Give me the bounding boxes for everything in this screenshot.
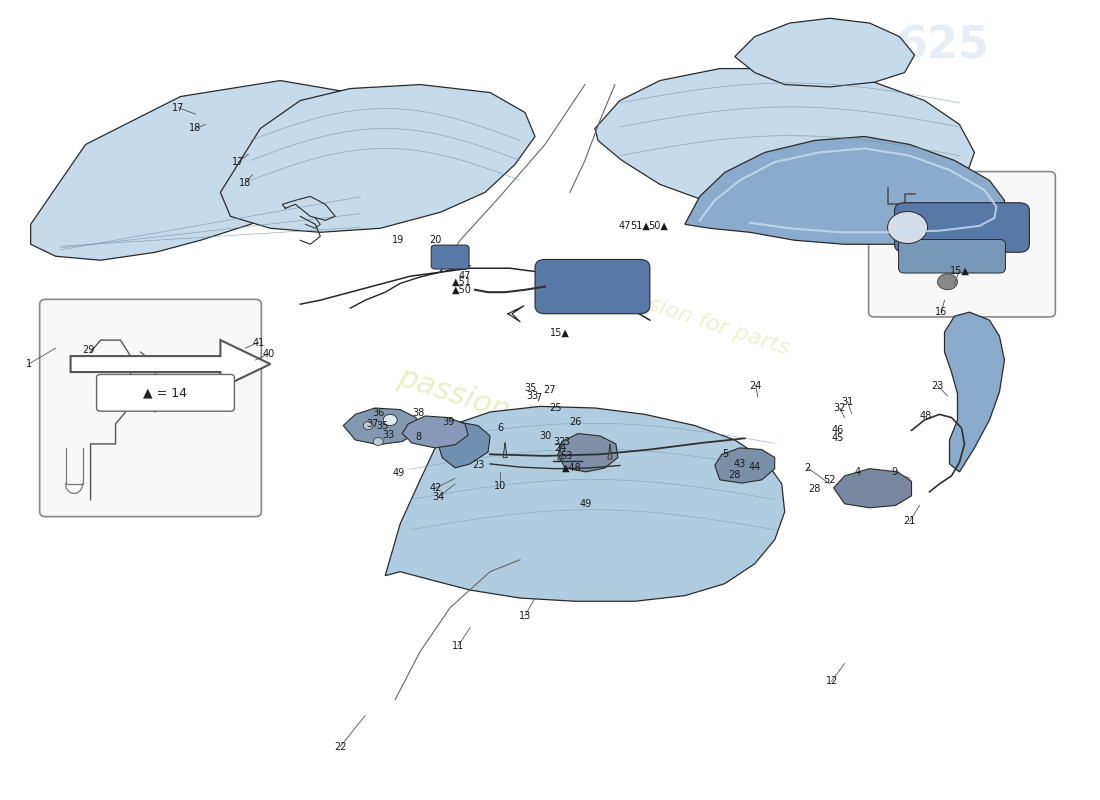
Text: 20: 20 <box>429 235 441 246</box>
Text: 18: 18 <box>189 123 201 134</box>
FancyBboxPatch shape <box>535 259 650 314</box>
Text: 32: 32 <box>553 437 566 446</box>
Text: 35: 35 <box>524 383 536 393</box>
Text: 41: 41 <box>252 338 264 347</box>
Text: 33: 33 <box>526 391 538 401</box>
Text: 51▲: 51▲ <box>630 221 650 231</box>
Text: 25: 25 <box>550 403 562 413</box>
Text: 21: 21 <box>903 516 915 526</box>
Text: 24: 24 <box>553 443 566 453</box>
Polygon shape <box>70 340 271 388</box>
Text: 4: 4 <box>855 467 860 477</box>
Text: 15▲: 15▲ <box>949 266 969 276</box>
Text: 23: 23 <box>472 461 484 470</box>
Text: 6: 6 <box>497 423 503 433</box>
Text: ▲ = 14: ▲ = 14 <box>143 386 187 399</box>
Text: 49: 49 <box>580 499 592 509</box>
Text: 8: 8 <box>415 432 421 442</box>
Text: 34: 34 <box>432 493 444 502</box>
Circle shape <box>937 274 957 290</box>
FancyBboxPatch shape <box>97 374 234 411</box>
Polygon shape <box>595 69 975 218</box>
Text: passion for parts: passion for parts <box>394 362 647 470</box>
Text: 48: 48 <box>920 411 932 421</box>
FancyBboxPatch shape <box>899 239 1005 273</box>
Polygon shape <box>715 448 774 483</box>
Text: ▲50: ▲50 <box>452 285 472 294</box>
Text: 49: 49 <box>392 469 405 478</box>
Polygon shape <box>31 81 381 260</box>
Polygon shape <box>343 408 418 445</box>
Text: 17: 17 <box>173 102 185 113</box>
FancyBboxPatch shape <box>106 378 130 396</box>
Text: 9: 9 <box>891 467 898 477</box>
Circle shape <box>373 438 383 446</box>
Polygon shape <box>438 422 491 468</box>
Text: 11: 11 <box>452 641 464 651</box>
Text: 53: 53 <box>560 451 572 461</box>
Text: 5: 5 <box>723 450 729 459</box>
Text: 1: 1 <box>25 359 32 369</box>
Text: 36: 36 <box>372 408 384 418</box>
Text: 3: 3 <box>563 437 569 446</box>
Text: 40: 40 <box>262 349 275 358</box>
Polygon shape <box>385 406 784 602</box>
Circle shape <box>888 211 927 243</box>
FancyBboxPatch shape <box>40 299 262 517</box>
Text: ▲48: ▲48 <box>562 463 582 473</box>
Text: 47: 47 <box>459 271 471 282</box>
Text: 16: 16 <box>935 307 947 317</box>
Polygon shape <box>220 85 535 232</box>
Text: 22: 22 <box>334 742 346 751</box>
Text: 29: 29 <box>82 346 95 355</box>
Text: 19: 19 <box>392 235 405 246</box>
Circle shape <box>383 414 397 426</box>
FancyBboxPatch shape <box>431 245 469 269</box>
FancyBboxPatch shape <box>894 202 1030 252</box>
FancyBboxPatch shape <box>437 247 465 265</box>
Text: 28: 28 <box>728 470 741 480</box>
Text: 28: 28 <box>808 485 821 494</box>
Text: 50▲: 50▲ <box>648 221 668 231</box>
Text: 625: 625 <box>896 25 989 68</box>
Text: 27: 27 <box>543 386 557 395</box>
Text: 44: 44 <box>749 462 761 472</box>
Text: 52: 52 <box>824 475 836 485</box>
Text: 37: 37 <box>366 419 378 429</box>
Text: 33: 33 <box>382 430 394 440</box>
Text: 30: 30 <box>539 431 551 441</box>
Polygon shape <box>834 469 912 508</box>
Text: 38: 38 <box>412 408 425 418</box>
Text: 47: 47 <box>618 221 631 231</box>
Text: 24: 24 <box>749 381 762 390</box>
Text: 2: 2 <box>804 463 811 473</box>
Text: 17: 17 <box>232 157 244 167</box>
Text: 31: 31 <box>842 397 854 406</box>
Text: 42: 42 <box>430 483 442 493</box>
Text: ▲51: ▲51 <box>452 277 472 287</box>
Text: 15▲: 15▲ <box>550 328 570 338</box>
Text: 10: 10 <box>494 482 506 491</box>
Polygon shape <box>558 434 618 472</box>
Text: 7: 7 <box>535 394 541 403</box>
Text: 12: 12 <box>825 676 838 686</box>
Polygon shape <box>685 137 1004 244</box>
Text: 26: 26 <box>569 418 581 427</box>
Text: 13: 13 <box>519 610 531 621</box>
Text: 18: 18 <box>240 178 252 188</box>
Text: 35: 35 <box>376 421 388 430</box>
FancyBboxPatch shape <box>869 171 1055 317</box>
Polygon shape <box>403 416 469 448</box>
Text: 23: 23 <box>932 381 944 390</box>
Polygon shape <box>945 312 1004 472</box>
Text: 46: 46 <box>832 426 844 435</box>
Text: passion for parts: passion for parts <box>608 282 792 358</box>
Polygon shape <box>735 18 914 87</box>
Text: 43: 43 <box>734 459 746 469</box>
Text: 39: 39 <box>442 418 454 427</box>
Text: 32: 32 <box>834 403 846 413</box>
Text: 45: 45 <box>832 434 844 443</box>
Circle shape <box>363 422 373 430</box>
